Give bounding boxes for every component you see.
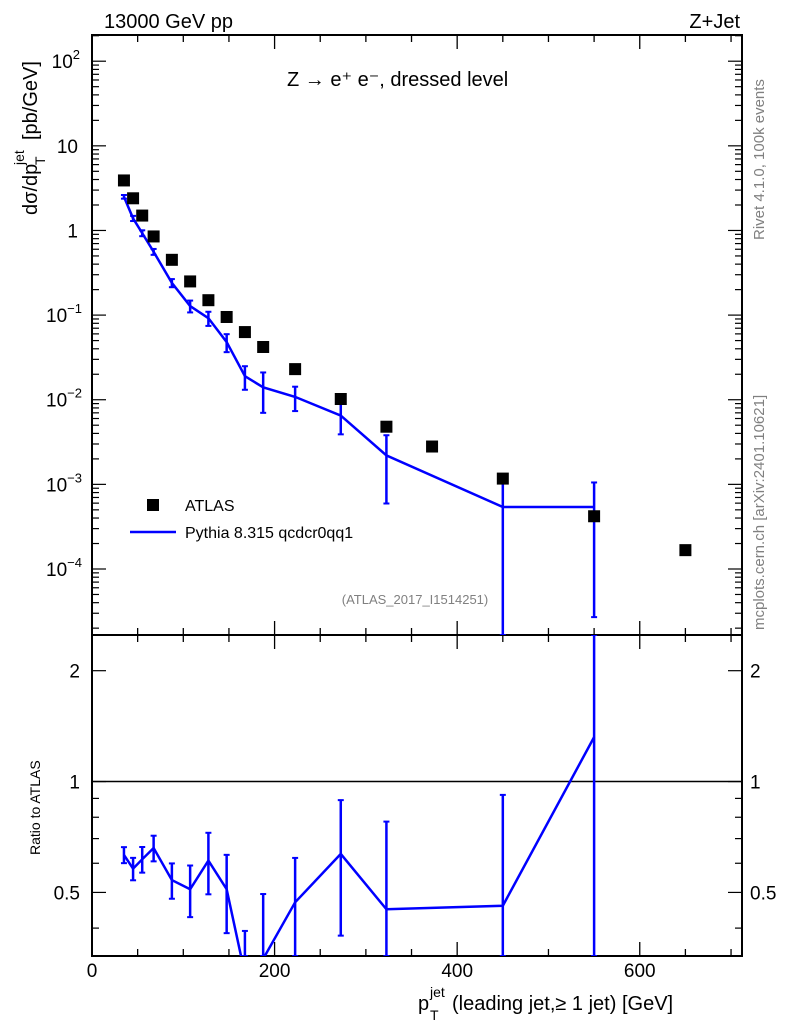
atlas-data-point — [136, 209, 149, 222]
atlas-data-point — [220, 310, 233, 323]
x-label-main: p — [418, 993, 429, 1015]
atlas-data-point — [334, 393, 347, 406]
y-label-main: dσ/dp — [20, 164, 42, 215]
legend-atlas-label: ATLAS — [185, 498, 235, 515]
axes: 0 200 400 600 102 10 1 10−1 10−2 10−3 10−4 0.5 0.5 1 1… — [46, 34, 776, 982]
ratio-y-tick-label-right: 1 — [750, 773, 761, 794]
x-tick-label: 600 — [624, 961, 656, 982]
x-tick-label: 400 — [441, 961, 473, 982]
analysis-id: (ATLAS_2017_I1514251) — [342, 592, 488, 607]
ratio-line — [122, 736, 596, 956]
x-label-sup: jet — [429, 984, 445, 1000]
ratio-y-tick-label-right: 0.5 — [750, 883, 776, 904]
y-tick-label: 10−3 — [46, 470, 82, 496]
atlas-data-point — [257, 340, 270, 353]
main-y-axis-label: dσ/dp T jet [pb/GeV] — [11, 61, 48, 215]
mcplots-label: mcplots.cern.ch [arXiv:2401.10621] — [751, 395, 768, 630]
atlas-data-point — [679, 544, 692, 557]
process-label: Z → e⁺ e⁻, dressed level — [287, 69, 508, 91]
x-label-sub: T — [430, 1007, 439, 1023]
legend-atlas-marker — [147, 499, 159, 511]
atlas-data-point — [127, 192, 140, 205]
y-tick-label: 102 — [52, 47, 80, 73]
y-tick-label: 10 — [57, 137, 78, 158]
y-tick-label: 10−4 — [46, 555, 82, 581]
atlas-data-point — [202, 294, 215, 307]
main-panel-marks — [117, 174, 692, 635]
energy-title: 13000 GeV pp — [104, 11, 233, 33]
ratio-y-tick-label: 1 — [69, 773, 80, 794]
labels: 13000 GeV pp Z+Jet Z → e⁺ e⁻, dressed le… — [11, 11, 768, 1023]
ratio-y-tick-label-right: 2 — [750, 662, 761, 683]
ratio-y-axis-label: Ratio to ATLAS — [27, 760, 43, 855]
y-tick-label: 10−1 — [46, 301, 82, 327]
atlas-data-point — [147, 230, 160, 243]
atlas-data-point — [184, 275, 197, 288]
atlas-data-point — [238, 326, 251, 339]
main-panel-frame — [91, 34, 743, 636]
atlas-data-point — [426, 440, 439, 453]
legend-pythia-label: Pythia 8.315 qcdcr0qq1 — [185, 525, 353, 542]
x-tick-label: 0 — [87, 961, 98, 982]
ratio-panel-frame — [91, 634, 743, 957]
y-label-unit: [pb/GeV] — [20, 61, 42, 140]
y-label-sup: jet — [11, 150, 27, 166]
atlas-data-point — [289, 363, 302, 376]
x-axis-label: p T jet (leading jet,≥ 1 jet) [GeV] — [418, 984, 673, 1023]
atlas-data-point — [588, 510, 601, 523]
mc-line — [122, 196, 595, 509]
y-tick-label: 10−2 — [46, 386, 82, 412]
x-tick-label: 200 — [259, 961, 291, 982]
y-tick-label: 1 — [67, 221, 78, 242]
process-title: Z+Jet — [689, 11, 740, 33]
atlas-data-point — [380, 420, 393, 433]
ratio-y-tick-label: 0.5 — [54, 883, 80, 904]
ratio-panel-marks — [120, 635, 598, 956]
rivet-label: Rivet 4.1.0, 100k events — [751, 79, 768, 240]
ratio-y-tick-label: 2 — [69, 662, 80, 683]
y-label-sub: T — [32, 156, 48, 165]
x-label-rest: (leading jet,≥ 1 jet) [GeV] — [452, 993, 673, 1015]
atlas-data-point — [496, 472, 509, 485]
atlas-data-point — [165, 253, 178, 266]
atlas-data-point — [117, 174, 130, 187]
